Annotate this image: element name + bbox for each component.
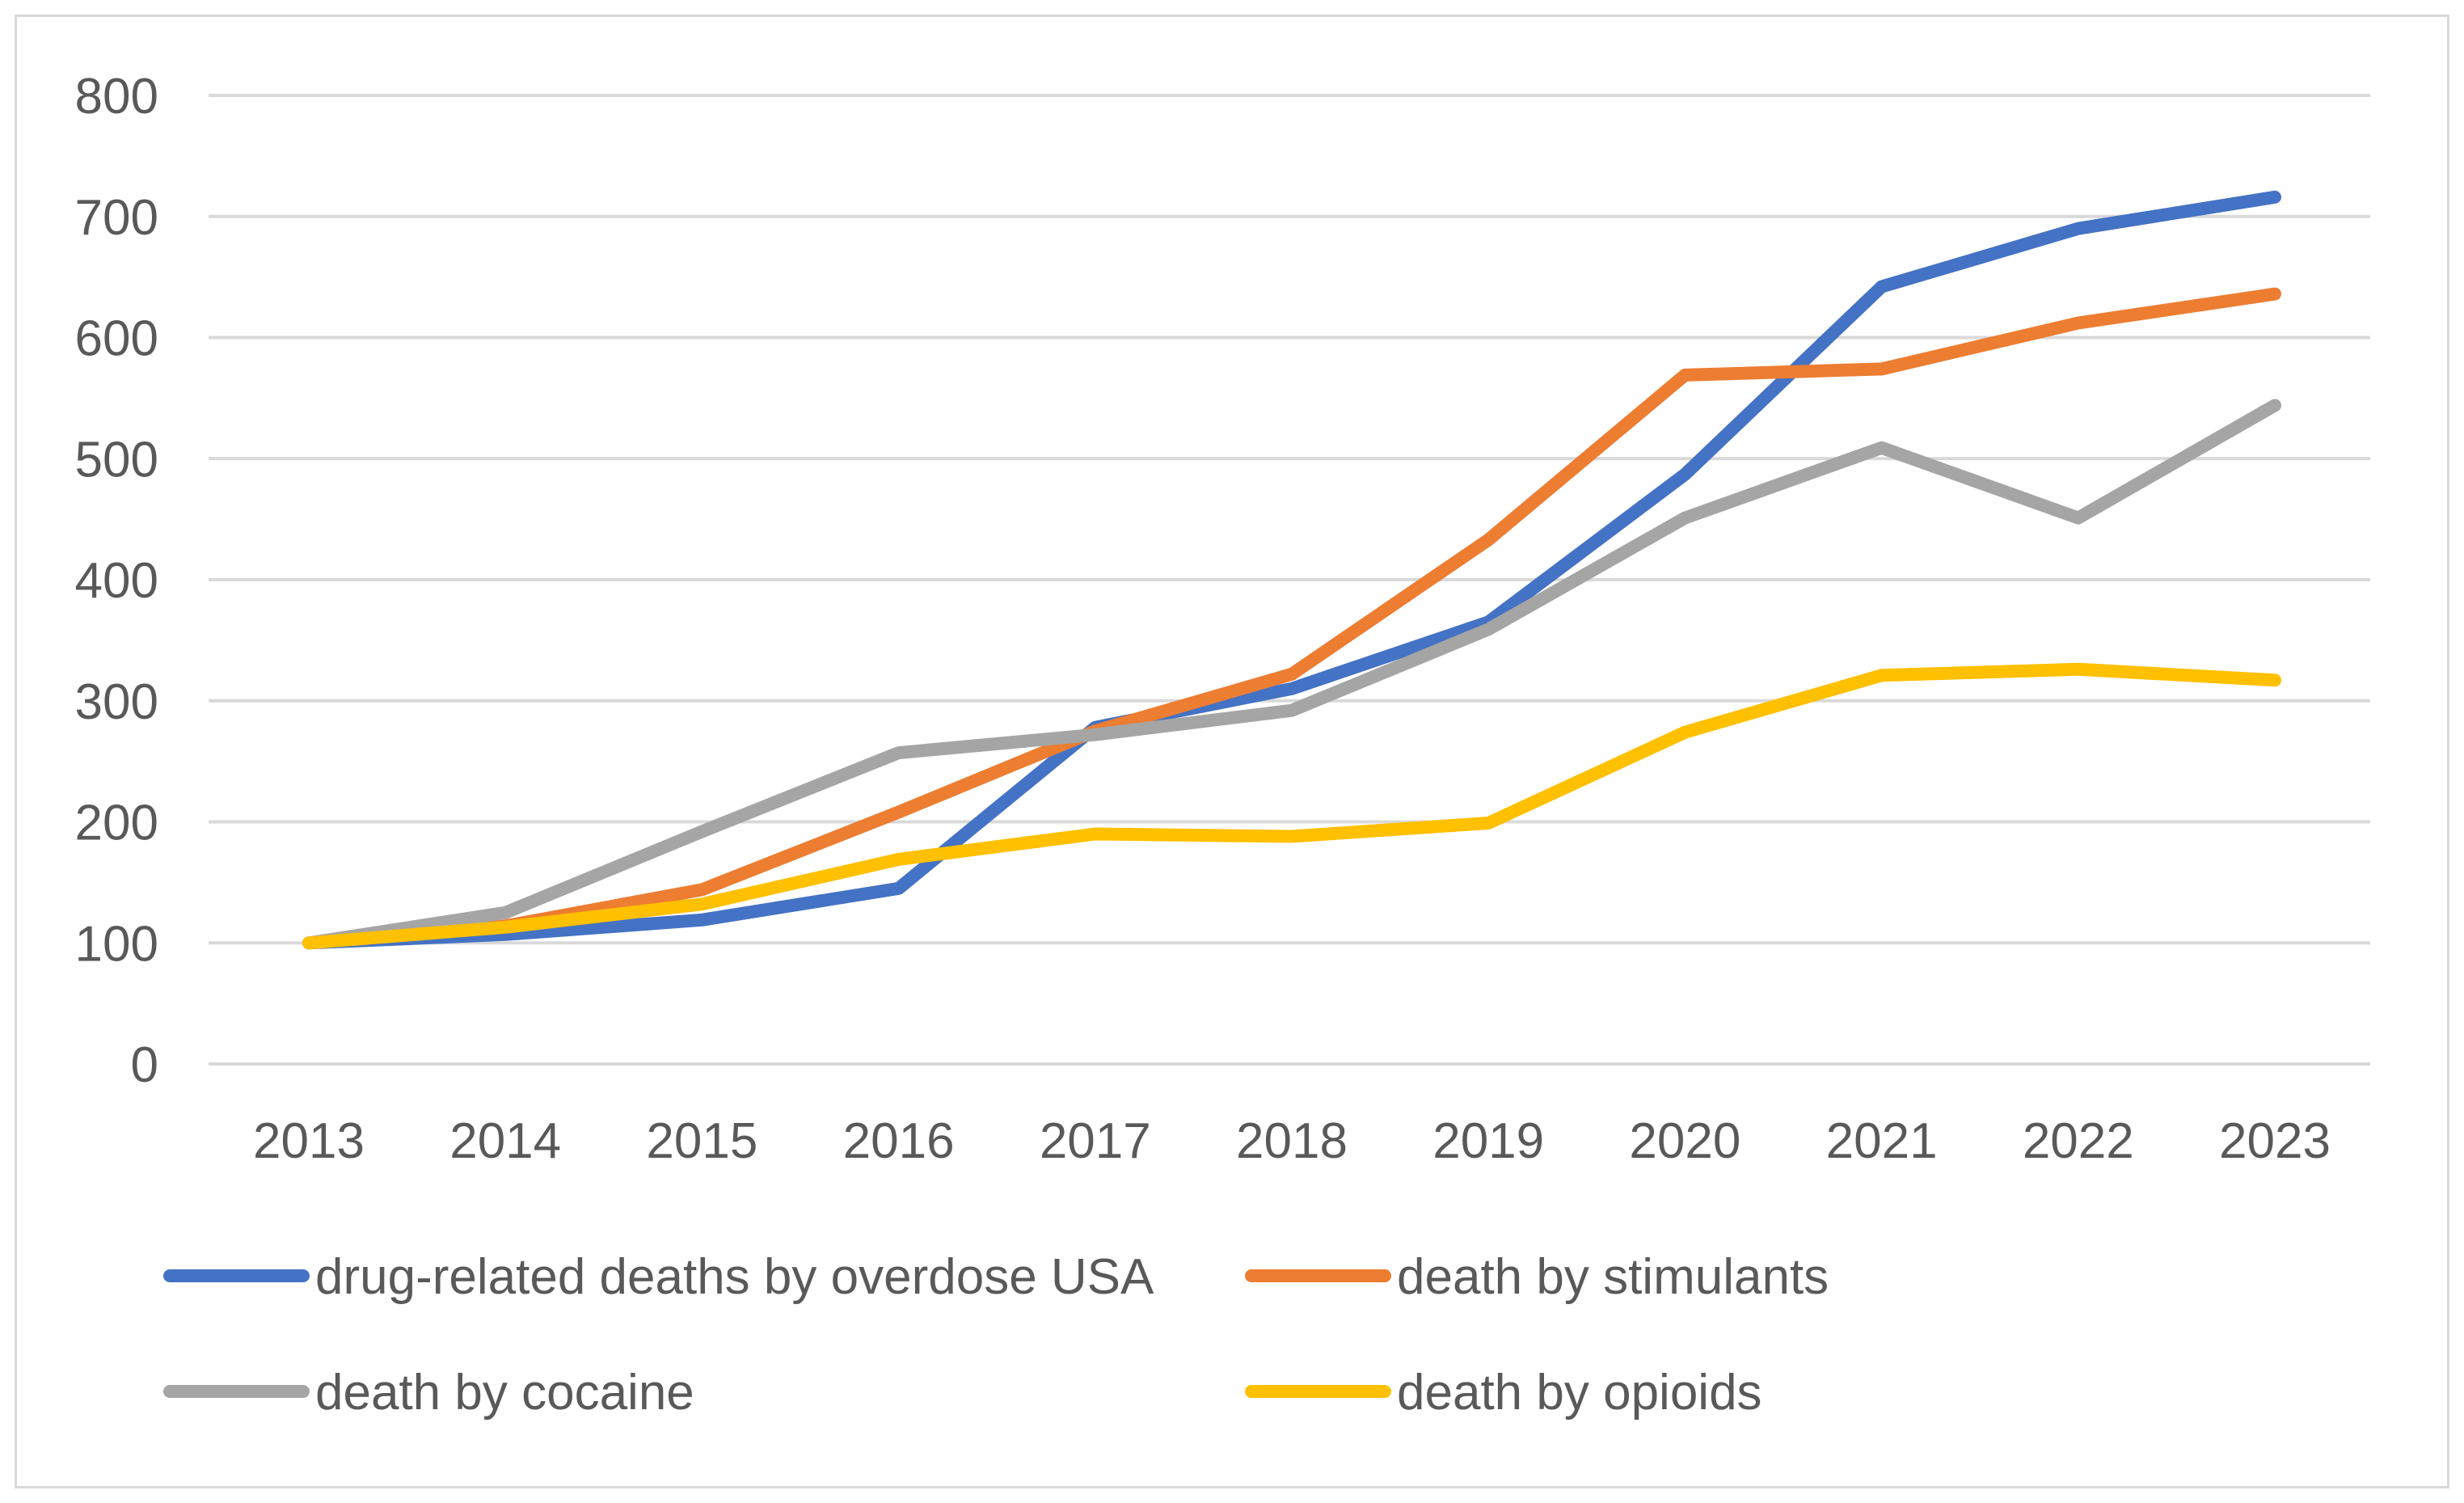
x-tick-label: 2018 [1236, 1113, 1348, 1169]
y-tick-label: 400 [75, 553, 158, 609]
x-tick-label: 2021 [1826, 1113, 1938, 1169]
legend-item: death by stimulants [1245, 1249, 1829, 1305]
y-tick-label: 0 [131, 1037, 158, 1093]
y-tick-label: 200 [75, 796, 158, 851]
series-lines [302, 190, 2281, 950]
y-axis-tick-labels: 0 100 200 300 400 500 600 700 800 [75, 69, 158, 1093]
x-tick-label: 2017 [1040, 1113, 1151, 1169]
chart-area [15, 15, 2449, 1488]
y-tick-label: 600 [75, 311, 158, 367]
legend-label: death by stimulants [1397, 1249, 1829, 1305]
x-tick-label: 2023 [2219, 1113, 2331, 1169]
legend-item: drug-related deaths by overdose USA [163, 1249, 1154, 1305]
legend: drug-related deaths by overdose USA death… [163, 1249, 1829, 1421]
legend-label: death by opioids [1397, 1365, 1762, 1421]
y-tick-label: 800 [75, 69, 158, 125]
x-axis-tick-labels: 2013 2014 2015 2016 2017 2018 2019 2020 2021 2022… [253, 1113, 2331, 1169]
legend-item: death by opioids [1245, 1365, 1762, 1421]
x-tick-label: 2015 [646, 1113, 757, 1169]
x-tick-label: 2016 [843, 1113, 955, 1169]
x-tick-label: 2013 [253, 1113, 365, 1169]
series-line-2 [302, 287, 2281, 950]
y-tick-label: 500 [75, 432, 158, 488]
y-tick-label: 700 [75, 190, 158, 246]
legend-item: death by cocaine [163, 1365, 694, 1421]
x-tick-label: 2019 [1432, 1113, 1544, 1169]
x-tick-label: 2020 [1629, 1113, 1740, 1169]
x-tick-label: 2022 [2023, 1113, 2134, 1169]
legend-label: death by cocaine [315, 1365, 694, 1421]
y-tick-label: 300 [75, 674, 158, 730]
legend-label: drug-related deaths by overdose USA [315, 1249, 1154, 1305]
x-tick-label: 2014 [449, 1113, 561, 1169]
y-tick-label: 100 [75, 916, 158, 972]
